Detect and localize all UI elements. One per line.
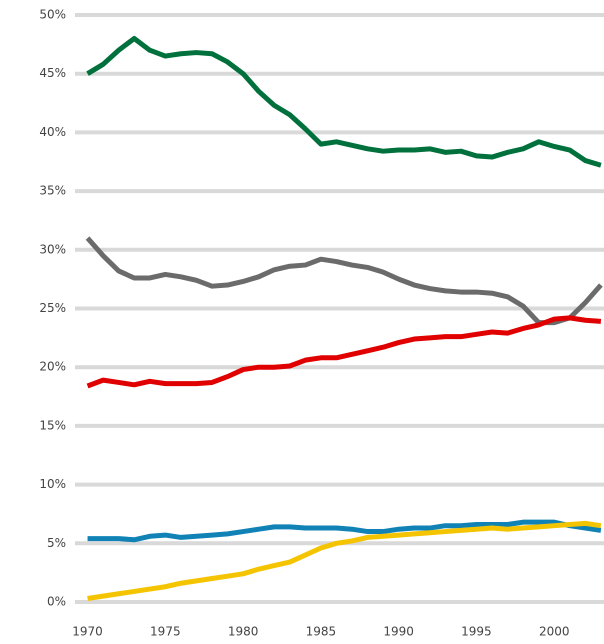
y-tick-label: 35% [39, 184, 66, 198]
y-tick-label: 15% [39, 418, 66, 432]
line-series [86, 35, 602, 168]
line-series [87, 519, 602, 543]
line-series [87, 520, 602, 601]
y-tick-label: 20% [39, 360, 66, 374]
x-tick-label: 1990 [383, 625, 414, 639]
x-tick-label: 1985 [306, 625, 337, 639]
line-series [85, 236, 603, 326]
y-tick-label: 30% [39, 242, 66, 256]
y-tick-label: 25% [39, 301, 66, 315]
x-tick-label: 1995 [461, 625, 492, 639]
y-tick-label: 45% [39, 66, 66, 80]
x-tick-label: 1975 [150, 625, 181, 639]
y-tick-label: 10% [39, 477, 66, 491]
line-series [86, 315, 602, 389]
y-tick-label: 40% [39, 125, 66, 139]
x-tick-label: 2000 [539, 625, 570, 639]
y-tick-label: 0% [47, 595, 66, 609]
x-tick-label: 1980 [228, 625, 259, 639]
y-tick-label: 50% [39, 8, 66, 22]
x-tick-label: 1970 [72, 625, 103, 639]
y-tick-label: 5% [47, 536, 66, 550]
